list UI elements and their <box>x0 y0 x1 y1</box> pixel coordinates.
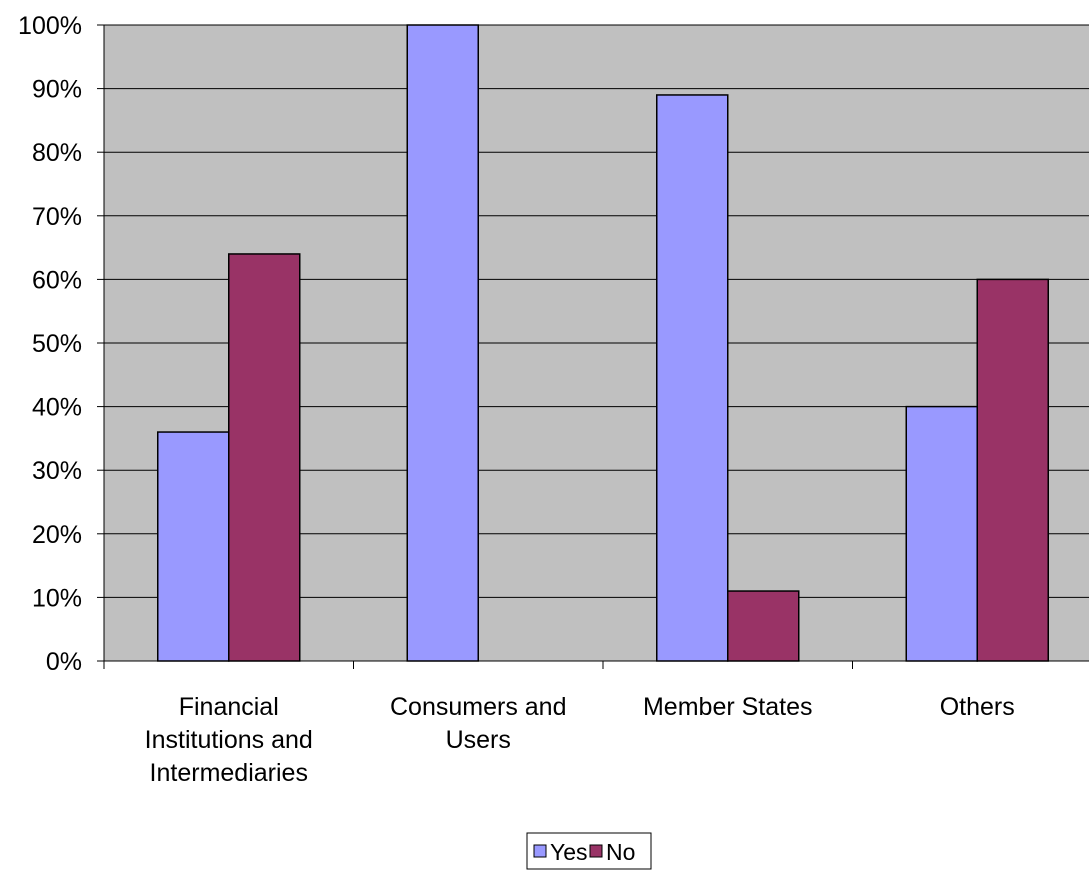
legend-swatch-no <box>589 844 603 858</box>
legend-swatch-yes <box>533 844 547 858</box>
y-tick-labels: 0% 10% 20% 30% 40% 50% 60% 70% 80% 90% 100% <box>18 12 82 676</box>
legend-label-no: No <box>606 839 635 865</box>
y-tick-label: 30% <box>32 457 82 485</box>
x-category-label: Others <box>940 693 1015 721</box>
y-tick-label: 60% <box>32 266 82 294</box>
bar-no <box>228 253 301 662</box>
y-tick-label: 90% <box>32 76 82 104</box>
bars <box>157 24 1049 662</box>
legend-label-yes: Yes <box>550 839 588 865</box>
y-tick-label: 10% <box>32 584 82 612</box>
axes <box>97 24 1089 669</box>
x-category-labels: Financial Institutions and Intermediaries C… <box>145 693 1015 787</box>
x-category-label: Member States <box>643 693 813 721</box>
y-tick-label: 100% <box>18 12 82 40</box>
bar-yes <box>905 405 978 662</box>
y-tick-label: 70% <box>32 203 82 231</box>
y-tick-label: 0% <box>46 648 82 676</box>
legend-box <box>526 832 652 870</box>
bar-no <box>727 590 800 662</box>
y-tick-label: 20% <box>32 521 82 549</box>
bar-no <box>976 278 1049 662</box>
x-category-label: Financial Institutions and Intermediaries <box>145 693 313 787</box>
legend: Yes No <box>526 832 652 870</box>
y-tick-label: 80% <box>32 139 82 167</box>
bar-yes <box>656 94 729 662</box>
y-tick-label: 50% <box>32 330 82 358</box>
x-category-label: Consumers and Users <box>390 693 566 754</box>
y-tick-label: 40% <box>32 394 82 422</box>
bar-yes <box>157 431 230 662</box>
bar-yes <box>406 24 479 662</box>
